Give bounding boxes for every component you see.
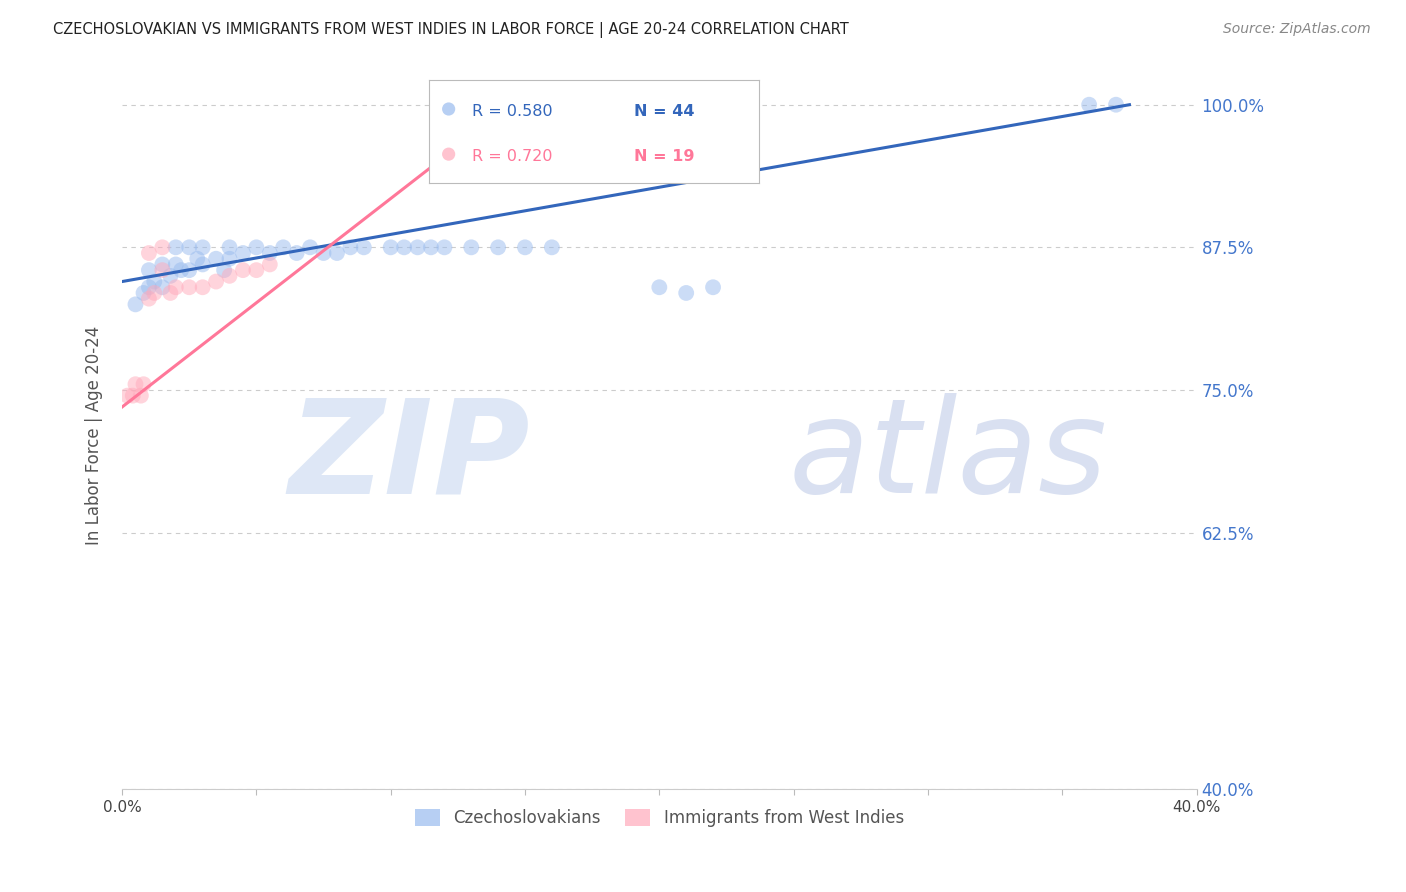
- Y-axis label: In Labor Force | Age 20-24: In Labor Force | Age 20-24: [86, 326, 103, 545]
- Point: [170, 263, 193, 277]
- Point: [675, 285, 697, 300]
- Point: [159, 285, 181, 300]
- Point: [150, 240, 173, 254]
- Point: [129, 389, 152, 403]
- Point: [271, 240, 294, 254]
- Text: R = 0.720: R = 0.720: [472, 149, 553, 164]
- Text: Source: ZipAtlas.com: Source: ZipAtlas.com: [1223, 22, 1371, 37]
- Point: [1105, 97, 1128, 112]
- Point: [165, 280, 187, 294]
- Point: [205, 252, 228, 266]
- Point: [380, 240, 402, 254]
- Text: R = 0.580: R = 0.580: [472, 103, 553, 119]
- Point: [460, 240, 482, 254]
- Point: [179, 280, 201, 294]
- Point: [165, 240, 187, 254]
- Point: [150, 257, 173, 271]
- Point: [218, 268, 240, 283]
- Point: [702, 280, 724, 294]
- Point: [186, 252, 208, 266]
- Point: [132, 285, 155, 300]
- Point: [541, 240, 564, 254]
- Point: [159, 268, 181, 283]
- Point: [143, 285, 166, 300]
- Point: [191, 280, 214, 294]
- Point: [191, 257, 214, 271]
- Point: [232, 246, 254, 260]
- Legend: Czechoslovakians, Immigrants from West Indies: Czechoslovakians, Immigrants from West I…: [408, 803, 911, 834]
- Point: [486, 240, 509, 254]
- Point: [218, 252, 240, 266]
- Point: [117, 389, 139, 403]
- Text: N = 44: N = 44: [634, 103, 695, 119]
- Text: N = 19: N = 19: [634, 149, 695, 164]
- Point: [648, 280, 671, 294]
- Point: [326, 246, 349, 260]
- Point: [299, 240, 322, 254]
- Point: [420, 240, 443, 254]
- Point: [312, 246, 335, 260]
- Point: [138, 246, 160, 260]
- Point: [124, 297, 146, 311]
- Point: [285, 246, 308, 260]
- Point: [433, 240, 456, 254]
- Point: [259, 257, 281, 271]
- Point: [406, 240, 429, 254]
- Point: [179, 240, 201, 254]
- Point: [212, 263, 235, 277]
- Point: [165, 257, 187, 271]
- Point: [179, 263, 201, 277]
- Point: [150, 280, 173, 294]
- Text: ZIP: ZIP: [288, 393, 530, 520]
- Point: [143, 275, 166, 289]
- Point: [1078, 97, 1101, 112]
- Point: [138, 292, 160, 306]
- Point: [218, 240, 240, 254]
- Point: [132, 377, 155, 392]
- Point: [259, 246, 281, 260]
- Point: [124, 377, 146, 392]
- Point: [121, 389, 143, 403]
- Point: [205, 275, 228, 289]
- Point: [245, 240, 267, 254]
- Point: [245, 263, 267, 277]
- Point: [437, 147, 460, 161]
- Point: [138, 263, 160, 277]
- Point: [437, 102, 460, 116]
- Point: [191, 240, 214, 254]
- Point: [339, 240, 361, 254]
- Point: [513, 240, 536, 254]
- Point: [138, 280, 160, 294]
- Point: [353, 240, 375, 254]
- Text: CZECHOSLOVAKIAN VS IMMIGRANTS FROM WEST INDIES IN LABOR FORCE | AGE 20-24 CORREL: CZECHOSLOVAKIAN VS IMMIGRANTS FROM WEST …: [53, 22, 849, 38]
- Point: [150, 263, 173, 277]
- Point: [392, 240, 415, 254]
- Text: atlas: atlas: [789, 393, 1107, 520]
- Point: [232, 263, 254, 277]
